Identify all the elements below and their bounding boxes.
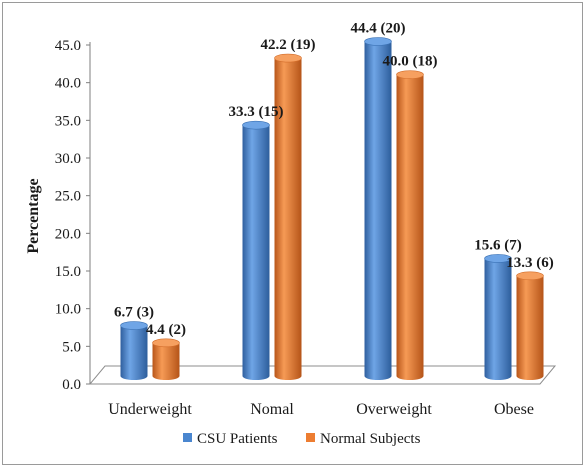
y-tick-label: 5.0: [62, 339, 81, 355]
bar-csu-patients-nomal: [242, 120, 270, 380]
data-label: 33.3 (15): [229, 104, 284, 120]
bar-normal-subjects-nomal: [274, 53, 302, 381]
bar-top: [120, 321, 148, 330]
bar-body: [364, 41, 392, 381]
data-label: 40.0 (18): [383, 54, 438, 70]
legend-label-csu-patients: CSU Patients: [197, 431, 278, 447]
legend-label-normal-subjects: Normal Subjects: [320, 431, 421, 447]
x-category-label: Obese: [494, 401, 534, 418]
y-tick-label: 40.0: [55, 76, 81, 92]
legend-swatch-csu-patients: [183, 433, 192, 442]
y-tick-label: 30.0: [55, 151, 81, 167]
bar-normal-subjects-obese: [516, 271, 544, 380]
y-tick-label: 35.0: [55, 113, 81, 129]
y-tick-label: 45.0: [55, 38, 81, 54]
bar-top: [484, 254, 512, 263]
bar-normal-subjects-underweight: [152, 338, 180, 380]
bar-csu-patients-underweight: [120, 321, 148, 380]
y-axis-label: Percentage: [25, 178, 42, 253]
bar-top: [396, 70, 424, 79]
floor-plane: [88, 365, 557, 385]
y-tick-label: 25.0: [55, 189, 81, 205]
y-tick-label: 10.0: [55, 302, 81, 318]
data-label: 42.2 (19): [261, 37, 316, 53]
data-label: 4.4 (2): [146, 322, 186, 338]
bar-csu-patients-obese: [484, 254, 512, 380]
bar-body: [242, 125, 270, 380]
bar-top: [364, 37, 392, 46]
bar-body: [516, 275, 544, 380]
y-ticks: 0.0 5.0 10.0 15.0 20.0 25.0 30.0 35.0 40.0 45.0: [55, 38, 90, 393]
x-category-labels: Underweight Nomal Overweight Obese: [108, 401, 534, 418]
legend: CSU Patients Normal Subjects: [183, 431, 421, 447]
bar-body: [484, 258, 512, 380]
bar-normal-subjects-overweight: [396, 70, 424, 381]
bar-body: [152, 342, 180, 380]
x-category-label: Underweight: [108, 401, 192, 418]
bar-top: [242, 120, 270, 130]
bar-top: [516, 271, 544, 281]
data-label: 44.4 (20): [351, 21, 406, 37]
bar-body: [120, 325, 148, 380]
bar-csu-patients-overweight: [364, 37, 392, 381]
data-label: 15.6 (7): [474, 237, 522, 253]
legend-swatch-normal-subjects: [306, 433, 315, 442]
bar-body: [274, 58, 302, 381]
bar-body: [396, 74, 424, 381]
y-tick-label: 0.0: [62, 377, 81, 393]
y-tick-label: 15.0: [55, 264, 81, 280]
y-tick-label: 20.0: [55, 226, 81, 242]
bar-top: [152, 338, 180, 348]
x-category-label: Overweight: [356, 401, 432, 418]
x-category-label: Nomal: [250, 401, 294, 418]
bars: [120, 37, 544, 381]
data-labels: 6.7 (3) 33.3 (15) 44.4 (20) 15.6 (7) 4.4 (2)…: [114, 21, 554, 338]
data-label: 13.3 (6): [506, 255, 554, 271]
bar-top: [274, 53, 302, 63]
data-label: 6.7 (3): [114, 305, 154, 321]
